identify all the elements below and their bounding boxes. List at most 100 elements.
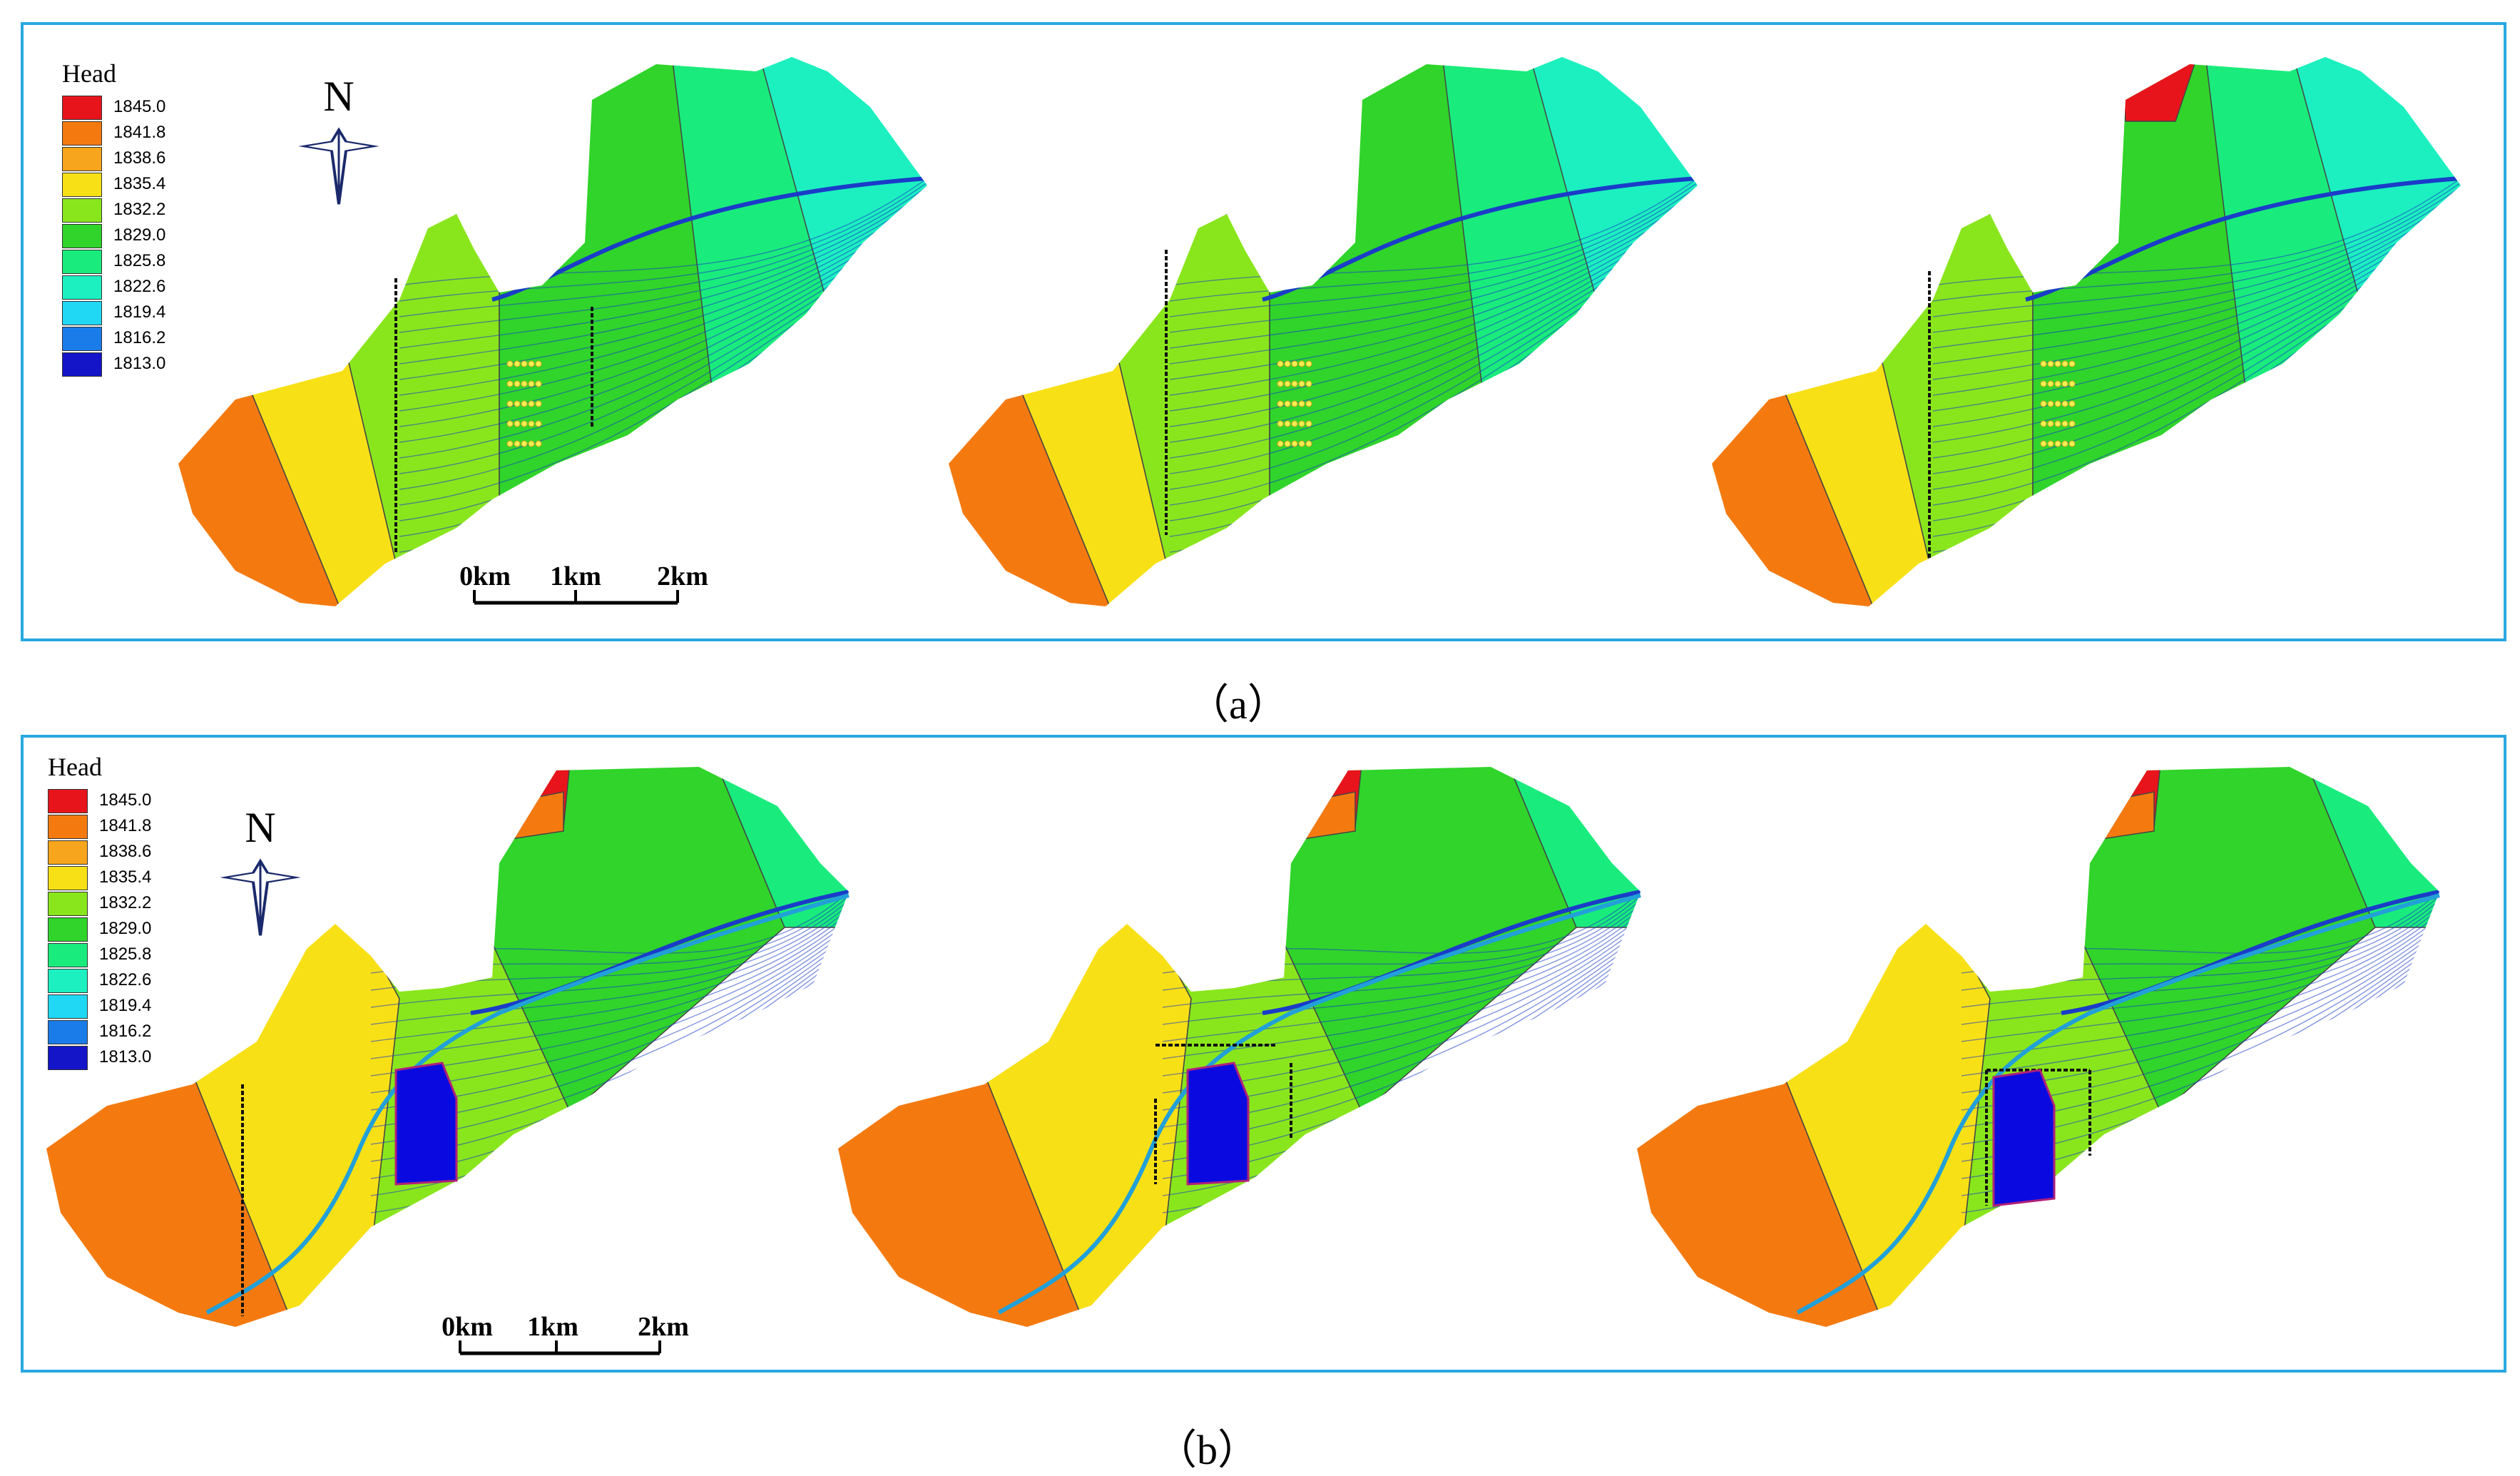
pumping-well <box>535 360 542 367</box>
main-flowline <box>470 890 849 1015</box>
pumping-well <box>2054 440 2061 447</box>
scale-label-0: 0km <box>442 1312 493 1342</box>
pumping-well <box>1277 360 1284 367</box>
river-line <box>1796 893 2440 1315</box>
pumping-well <box>1305 420 1312 427</box>
pumping-well <box>1284 440 1291 447</box>
head-contour-map <box>1712 57 2461 606</box>
legend-value: 1825.8 <box>113 251 166 270</box>
foundation-pit <box>394 1062 458 1186</box>
legend-swatch <box>62 301 102 325</box>
pumping-well <box>528 380 535 387</box>
pumping-well <box>528 420 535 427</box>
pumping-well <box>1277 380 1284 387</box>
pumping-well <box>2061 440 2068 447</box>
pumping-well <box>1277 400 1284 407</box>
legend-value: 1825.8 <box>99 945 152 964</box>
pumping-well <box>1305 360 1312 367</box>
legend-swatch <box>62 327 102 351</box>
legend-swatch <box>62 224 102 248</box>
pumping-well <box>521 360 528 367</box>
pumping-well <box>506 360 514 367</box>
pumping-well <box>528 440 535 447</box>
main-flowline <box>2061 890 2439 1015</box>
pumping-well <box>2054 360 2061 367</box>
pumping-well <box>1277 420 1284 427</box>
pumping-well <box>1291 420 1298 427</box>
legend-value: 1822.6 <box>99 970 152 989</box>
scale-label-1: 1km <box>527 1312 578 1342</box>
pumping-well <box>1298 380 1305 387</box>
pumping-well <box>1305 440 1312 447</box>
pumping-well <box>1298 400 1305 407</box>
pumping-well <box>521 380 528 387</box>
legend-value: 1829.0 <box>99 919 152 938</box>
pumping-well <box>514 380 521 387</box>
pumping-well <box>535 380 542 387</box>
pumping-well <box>521 440 528 447</box>
pumping-well <box>514 400 521 407</box>
legend-swatch <box>62 121 102 146</box>
legend-value: 1841.8 <box>99 816 152 835</box>
pumping-well <box>2068 380 2076 387</box>
pumping-well <box>1291 360 1298 367</box>
pumping-well <box>514 440 521 447</box>
pumping-well <box>528 400 535 407</box>
scale-label-2: 2km <box>657 561 708 591</box>
pumping-well <box>1291 380 1298 387</box>
pumping-well <box>2047 380 2054 387</box>
pumping-well <box>514 360 521 367</box>
legend-swatch <box>62 352 102 377</box>
legend-title: Head <box>62 59 116 88</box>
pumping-well <box>506 380 514 387</box>
foundation-pit <box>1186 1062 1250 1186</box>
pumping-well <box>528 360 535 367</box>
scale-bar: 0km 1km 2km <box>459 561 708 605</box>
legend-swatch <box>48 1020 88 1044</box>
legend-value: 1813.0 <box>113 354 166 373</box>
pumping-well <box>521 400 528 407</box>
legend-value: 1835.4 <box>113 174 166 193</box>
legend-swatch <box>62 147 102 171</box>
pumping-well <box>1284 380 1291 387</box>
pumping-well <box>535 420 542 427</box>
pumping-well <box>2054 380 2061 387</box>
scale-bar: 0km 1km 2km <box>442 1312 689 1355</box>
pumping-well <box>2061 400 2068 407</box>
legend-value: 1816.2 <box>113 328 166 347</box>
legend-title: Head <box>48 753 102 781</box>
legend-swatch <box>48 789 88 813</box>
scale-label-0: 0km <box>459 561 511 591</box>
pumping-well <box>1284 360 1291 367</box>
pumping-well <box>1298 440 1305 447</box>
pumping-well <box>1298 420 1305 427</box>
pumping-well <box>2040 440 2047 447</box>
legend-swatch <box>48 866 88 890</box>
legend-swatch <box>48 969 88 993</box>
legend-swatch <box>48 840 88 865</box>
legend-swatch <box>48 994 88 1019</box>
north-label: N <box>245 804 275 851</box>
pumping-well <box>1284 420 1291 427</box>
pumping-well <box>1305 400 1312 407</box>
legend-value: 1829.0 <box>113 225 166 245</box>
pumping-well <box>2068 440 2076 447</box>
river-line <box>205 893 850 1315</box>
pumping-well <box>2054 400 2061 407</box>
head-contour-map <box>949 57 1698 606</box>
pumping-well <box>2061 420 2068 427</box>
pumping-well <box>1298 360 1305 367</box>
legend-swatch <box>62 173 102 197</box>
pumping-well <box>1291 400 1298 407</box>
pumping-well <box>535 440 542 447</box>
pumping-well <box>1305 380 1312 387</box>
legend-swatch <box>62 96 102 120</box>
legend-value: 1845.0 <box>113 97 166 116</box>
pumping-well <box>2040 420 2047 427</box>
pumping-well <box>1291 440 1298 447</box>
legend-value: 1832.2 <box>113 200 166 219</box>
scale-label-2: 2km <box>638 1312 689 1342</box>
head-contour-map <box>1637 767 2440 1327</box>
legend-swatch <box>48 917 88 942</box>
